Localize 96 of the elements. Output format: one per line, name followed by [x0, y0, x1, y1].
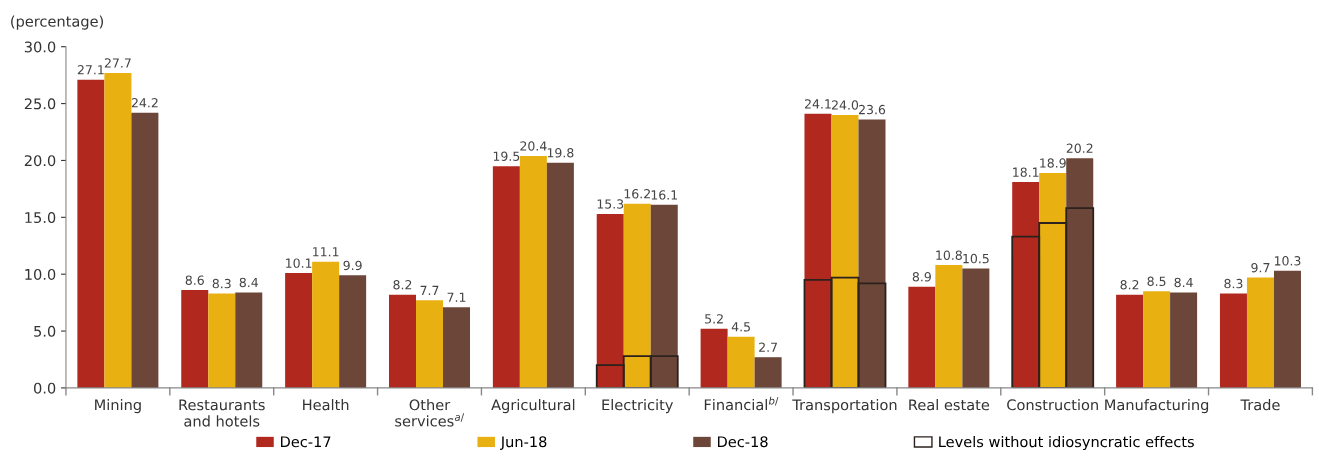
data-label: 23.6: [858, 104, 886, 115]
data-label: 24.1: [804, 99, 831, 109]
x-tick-label: Restaurants and hotels: [179, 399, 265, 427]
data-label: 8.2: [1120, 280, 1139, 290]
data-label: 8.4: [239, 277, 258, 288]
x-tick-label: Electricity: [602, 399, 674, 414]
bar: [492, 166, 520, 388]
data-label: 10.3: [1274, 256, 1301, 266]
x-tick-label: Real estate: [909, 399, 990, 411]
data-label: 8.3: [1224, 278, 1243, 289]
data-label: 27.1: [77, 65, 104, 75]
bar: [1039, 172, 1067, 388]
x-tick-label: Transportation: [792, 399, 897, 414]
data-label: 8.2: [393, 280, 412, 290]
bar: [935, 265, 963, 388]
data-label: 4.5: [731, 322, 750, 332]
x-tick-label: Trade: [1240, 399, 1280, 411]
bar: [546, 162, 574, 388]
x-tick-label: Construction: [1007, 399, 1098, 411]
data-label: 7.7: [420, 285, 439, 295]
legend-label: Dec-17: [281, 436, 331, 448]
data-label: 16.2: [624, 189, 650, 199]
data-label: 8.4: [1174, 277, 1193, 288]
bar: [804, 113, 832, 388]
data-label: 27.7: [104, 58, 131, 68]
y-tick-label: 25.0: [24, 98, 56, 110]
x-tick-label: Agricultural: [491, 399, 575, 414]
data-label: 24.0: [831, 100, 859, 110]
x-tick-label: Manufacturing: [1105, 399, 1209, 414]
bar: [650, 204, 678, 388]
bar: [908, 286, 936, 388]
legend-label: Levels without idiosyncratic effects: [939, 435, 1194, 451]
bar: [596, 213, 624, 388]
bar: [1246, 277, 1274, 388]
x-tick-label: Financial$^{b/}$: [704, 396, 779, 411]
data-label: 10.5: [963, 253, 989, 264]
data-label: 18.9: [1040, 158, 1066, 168]
bar: [77, 79, 105, 388]
data-label: 8.5: [1147, 276, 1166, 287]
bar: [1273, 270, 1301, 388]
y-tick-label: 15.0: [25, 212, 56, 224]
bar: [339, 275, 367, 388]
x-tick-label: Other services$^{a/}$: [395, 399, 465, 427]
data-label: 9.9: [343, 260, 362, 271]
bar: [754, 357, 782, 388]
data-label: 11.1: [313, 247, 339, 257]
bar: [181, 290, 209, 388]
x-tick-label: Health: [303, 399, 349, 411]
bar: [131, 112, 159, 388]
bar: [858, 119, 886, 388]
bar: [104, 72, 132, 388]
bar: [1170, 292, 1198, 388]
bar: [519, 155, 547, 388]
x-tick-label: Mining: [95, 399, 141, 414]
bar: [285, 273, 313, 388]
y-tick-label: 30.0: [24, 41, 56, 53]
bar: [1143, 291, 1171, 388]
data-label: 24.2: [131, 98, 158, 108]
bar: [962, 268, 990, 388]
data-label: 8.6: [185, 275, 204, 285]
bar: [416, 300, 443, 388]
bar: [700, 328, 728, 388]
y-tick-label: 0.0: [34, 382, 56, 394]
bar: [1012, 182, 1040, 388]
bar: [1116, 294, 1144, 388]
bar: [623, 203, 651, 388]
bar: [443, 307, 471, 388]
data-label: 2.7: [759, 342, 777, 352]
bar: [1219, 293, 1247, 388]
bar: [831, 114, 859, 388]
data-label: 15.3: [597, 199, 624, 209]
data-label: 16.1: [651, 190, 678, 200]
data-label: 10.8: [936, 250, 962, 260]
y-axis-title: (percentage): [11, 15, 103, 30]
bar: [235, 292, 263, 388]
y-tick-label: 5.0: [34, 325, 56, 337]
y-tick-label: 10.0: [25, 268, 56, 280]
data-label: 20.4: [520, 141, 547, 151]
bar: [1066, 158, 1094, 388]
bar: [208, 293, 236, 388]
data-label: 8.9: [912, 272, 931, 282]
bar: [312, 261, 340, 388]
data-label: 10.1: [286, 258, 312, 268]
bar: [388, 294, 416, 388]
bar: [727, 336, 755, 388]
legend-label: Jun-18: [500, 436, 547, 450]
data-label: 20.2: [1066, 143, 1093, 153]
data-label: 18.1: [1013, 167, 1039, 177]
data-label: 5.2: [705, 314, 723, 324]
data-label: 19.8: [547, 148, 574, 158]
data-label: 19.5: [493, 151, 520, 161]
legend-label: Dec-18: [718, 436, 768, 448]
data-label: 7.1: [447, 292, 466, 302]
data-label: 9.7: [1251, 262, 1270, 273]
data-label: 8.3: [212, 278, 231, 289]
y-tick-label: 20.0: [24, 155, 56, 167]
